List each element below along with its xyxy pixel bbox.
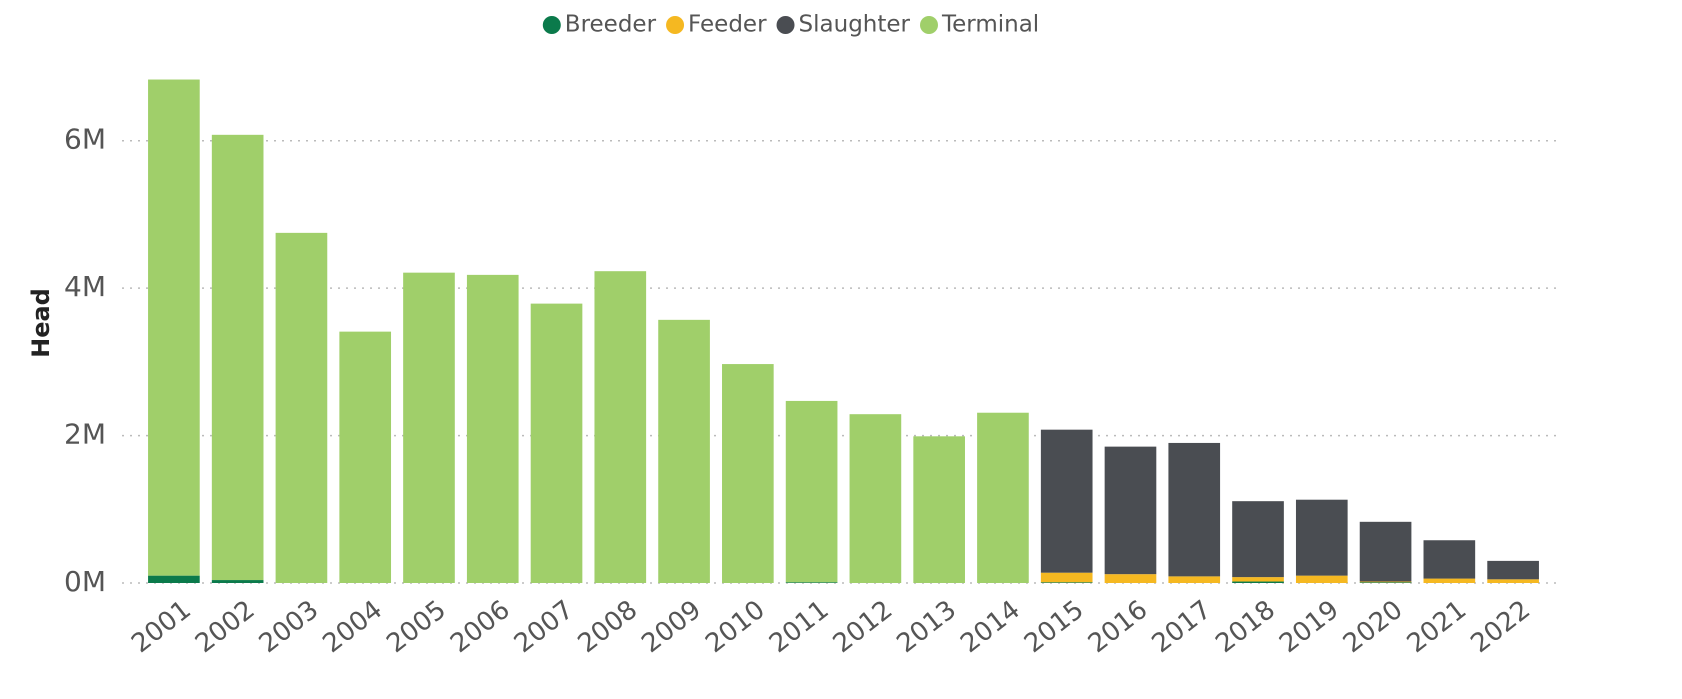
bar-segment: [339, 331, 392, 583]
bar-segment: [211, 134, 264, 581]
x-tick-label: 2013: [891, 595, 962, 659]
x-tick-label: 2009: [636, 595, 707, 659]
bar-segment: [1359, 582, 1412, 583]
bar-segment: [913, 436, 965, 583]
bar-segment: [1104, 574, 1157, 583]
bar-segment: [849, 414, 902, 583]
legend-marker: [666, 16, 685, 34]
x-tick-label: 2022: [1465, 595, 1536, 659]
x-tick-label: 2019: [1274, 595, 1345, 659]
bar-segment: [977, 412, 1029, 583]
y-axis-label: Head: [27, 288, 55, 358]
bar-segment: [403, 272, 455, 583]
bar-segment: [658, 319, 710, 583]
x-tick-label: 2017: [1147, 595, 1218, 659]
y-tick-label: 2M: [64, 418, 106, 451]
bar-segment: [1359, 581, 1412, 583]
x-tick-label: 2012: [828, 595, 899, 659]
x-tick-label: 2011: [764, 595, 835, 659]
bar-segment: [1040, 429, 1093, 573]
x-tick-label: 2008: [573, 595, 644, 659]
x-tick-label: 2003: [254, 595, 325, 659]
bar-segment: [1295, 575, 1348, 583]
legend-marker: [920, 16, 938, 34]
legend-label: Breeder: [565, 12, 657, 38]
bar-segment: [1040, 582, 1093, 583]
bar-segment: [148, 575, 200, 583]
y-tick-label: 6M: [64, 123, 106, 156]
x-tick-label: 2014: [955, 595, 1026, 659]
x-tick-label: 2001: [126, 595, 197, 659]
x-tick-label: 2018: [1210, 595, 1281, 659]
y-tick-label: 0M: [64, 565, 106, 598]
bar-segment: [1487, 579, 1539, 583]
x-tick-label: 2010: [700, 595, 771, 659]
x-tick-label: 2002: [190, 595, 261, 659]
bar-segment: [148, 79, 200, 576]
bar-segment: [1487, 560, 1539, 580]
bar-segment: [1423, 540, 1476, 579]
x-tick-label: 2015: [1019, 595, 1090, 659]
bar-segment: [1232, 577, 1284, 582]
x-tick-label: 2020: [1338, 595, 1409, 659]
bar-segment: [722, 364, 774, 583]
bar-segment: [594, 271, 647, 583]
bar-segment: [1423, 578, 1476, 583]
bar-segment: [1232, 581, 1284, 583]
y-tick-label: 4M: [64, 270, 106, 303]
bar-segment: [1104, 446, 1157, 575]
legend-label: Slaughter: [799, 12, 911, 38]
legend-label: Terminal: [941, 12, 1039, 38]
bar-segment: [466, 274, 519, 583]
x-tick-label: 2004: [318, 595, 389, 659]
bar-segment: [1168, 442, 1221, 577]
x-tick-label: 2021: [1402, 595, 1473, 659]
bar-segment: [1168, 576, 1221, 583]
bar-segment: [1359, 521, 1412, 582]
bar-segment: [1040, 572, 1093, 583]
x-tick-label: 2007: [509, 595, 580, 659]
bar-segment: [211, 580, 264, 583]
x-tick-label: 2016: [1083, 595, 1154, 659]
legend-label: Feeder: [688, 12, 767, 38]
bar-segment: [275, 232, 328, 583]
bar-segment: [1295, 499, 1348, 576]
bar-segment: [530, 303, 583, 583]
bar-segment: [1232, 501, 1284, 578]
legend-marker: [776, 16, 795, 34]
x-tick-label: 2005: [381, 595, 452, 659]
bar-segment: [785, 582, 838, 583]
bar-segment: [785, 400, 838, 583]
legend-marker: [542, 16, 561, 34]
x-tick-label: 2006: [445, 595, 516, 659]
